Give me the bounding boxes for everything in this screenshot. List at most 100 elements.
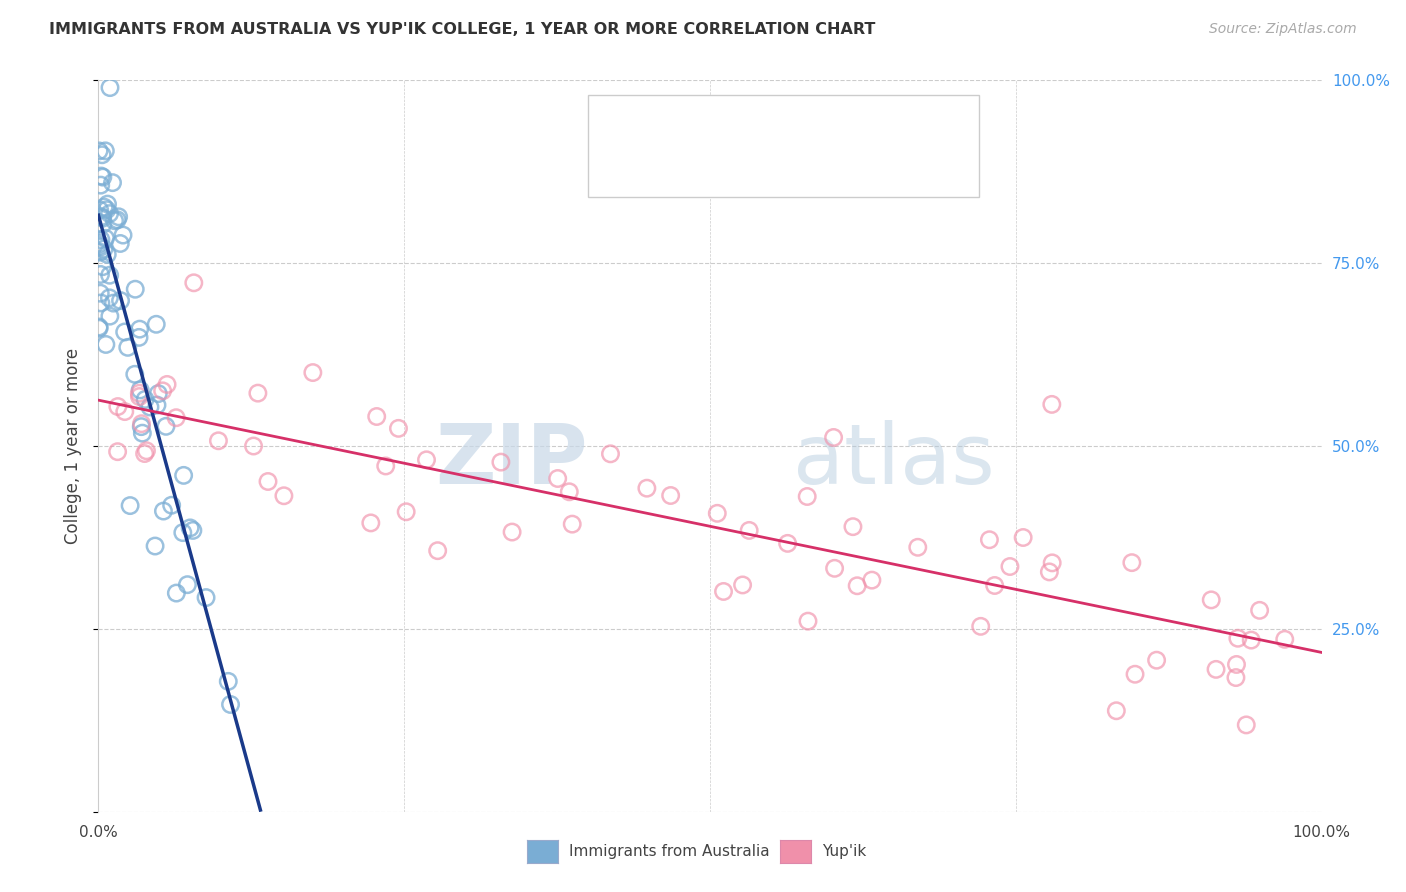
Point <box>98 80 121 95</box>
Point <box>87 144 110 158</box>
Point <box>998 559 1021 574</box>
Point <box>1012 531 1035 545</box>
Point <box>89 268 111 282</box>
Point <box>1038 565 1060 579</box>
Point <box>983 578 1005 592</box>
Point <box>91 148 114 162</box>
Point <box>98 206 121 220</box>
Point <box>907 541 929 555</box>
Point <box>426 543 449 558</box>
Point <box>128 322 150 336</box>
Point <box>94 231 117 245</box>
Point <box>107 210 129 224</box>
Point <box>91 211 114 226</box>
Point <box>173 468 195 483</box>
Point <box>501 524 523 539</box>
Point <box>165 586 187 600</box>
Point <box>128 386 150 401</box>
Point <box>98 309 121 323</box>
Point <box>131 426 153 441</box>
Text: atlas: atlas <box>793 420 994 501</box>
Point <box>103 296 125 310</box>
Point <box>91 217 114 231</box>
Point <box>979 533 1001 547</box>
Point <box>87 238 110 252</box>
Point <box>91 170 114 185</box>
Point <box>143 539 166 553</box>
Point <box>89 240 111 254</box>
Point <box>114 325 136 339</box>
Point <box>131 417 153 431</box>
Point <box>1226 632 1249 646</box>
Point <box>90 178 112 193</box>
Point <box>129 383 152 397</box>
Point <box>134 392 156 407</box>
Point <box>101 176 124 190</box>
Point <box>489 455 512 469</box>
Point <box>134 446 156 460</box>
Point <box>659 488 682 502</box>
Point <box>98 268 121 283</box>
Point <box>1123 667 1146 681</box>
Point <box>273 489 295 503</box>
Point <box>1225 671 1247 685</box>
Point <box>1274 632 1296 647</box>
Text: Yup'ik: Yup'ik <box>823 845 866 859</box>
Point <box>148 386 170 401</box>
Point <box>195 591 218 605</box>
Point <box>374 458 396 473</box>
Point <box>124 282 146 296</box>
Point <box>776 536 799 550</box>
Point <box>823 430 845 444</box>
Point <box>1234 718 1257 732</box>
Text: IMMIGRANTS FROM AUSTRALIA VS YUP'IK COLLEGE, 1 YEAR OR MORE CORRELATION CHART: IMMIGRANTS FROM AUSTRALIA VS YUP'IK COLL… <box>49 22 876 37</box>
Point <box>860 573 883 587</box>
Point <box>129 419 152 434</box>
Point <box>117 340 139 354</box>
Point <box>128 390 150 404</box>
Point <box>135 443 157 458</box>
Point <box>970 619 993 633</box>
Y-axis label: College, 1 year or more: College, 1 year or more <box>65 348 83 544</box>
Point <box>110 236 132 251</box>
Point <box>1105 704 1128 718</box>
Point <box>207 434 229 448</box>
Point <box>91 260 114 274</box>
Point <box>1225 657 1247 672</box>
Point <box>1205 662 1227 676</box>
Point <box>179 521 201 535</box>
Point <box>181 524 204 538</box>
Point <box>90 233 112 247</box>
Point <box>96 202 118 217</box>
Text: R = -0.722   N = 67: R = -0.722 N = 67 <box>652 161 815 179</box>
Point <box>139 400 162 414</box>
Point <box>110 293 132 308</box>
Point <box>96 197 118 211</box>
Point <box>636 481 658 495</box>
Point <box>415 452 437 467</box>
Point <box>246 386 269 401</box>
Point <box>152 384 174 398</box>
Point <box>152 504 174 518</box>
Point <box>93 200 115 214</box>
Point <box>156 377 179 392</box>
Point <box>846 579 869 593</box>
Text: R = -0.485   N = 69: R = -0.485 N = 69 <box>652 114 815 132</box>
Point <box>94 337 117 351</box>
Point <box>107 400 129 414</box>
Point <box>90 296 112 310</box>
Point <box>146 398 169 412</box>
Point <box>395 505 418 519</box>
Point <box>302 366 325 380</box>
Point <box>547 471 569 485</box>
Point <box>89 245 111 260</box>
Point <box>731 578 754 592</box>
Point <box>738 524 761 538</box>
Point <box>219 698 242 712</box>
Point <box>89 321 111 335</box>
Point <box>1249 603 1271 617</box>
Point <box>706 506 728 520</box>
Point <box>366 409 388 424</box>
Point <box>128 330 150 344</box>
Point <box>105 212 128 227</box>
